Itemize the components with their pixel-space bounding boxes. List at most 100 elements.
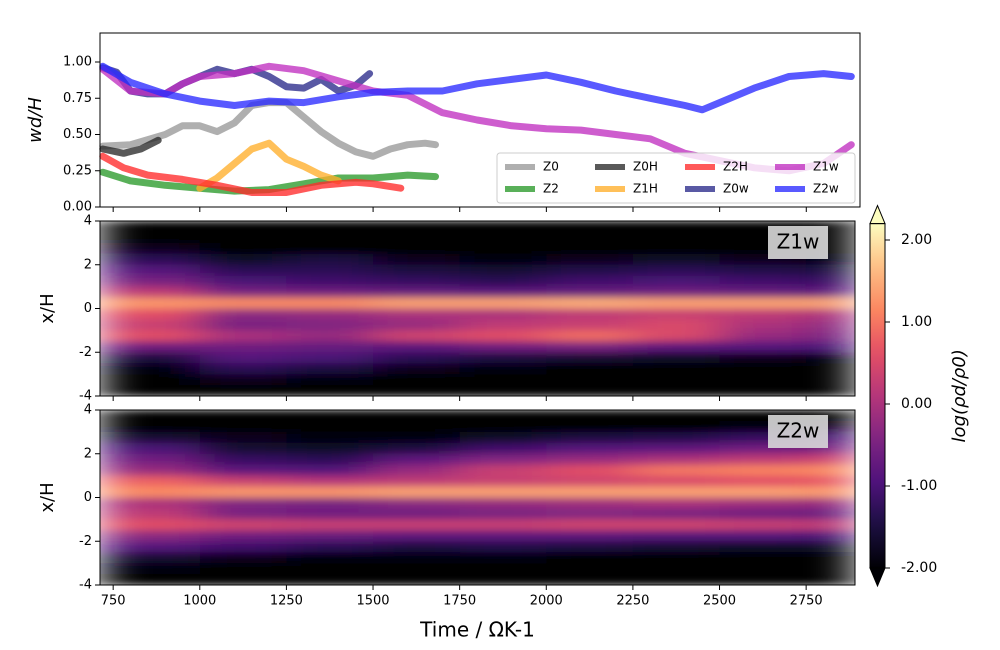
data-line (99, 99, 439, 160)
data-line (196, 139, 342, 192)
annotation-box (768, 415, 828, 448)
heatmap-cell (199, 242, 287, 255)
heatmap-cell (632, 286, 721, 299)
heatmap-cell (459, 363, 547, 375)
heatmap-cell (806, 308, 855, 320)
axes-frame (99, 32, 861, 208)
heatmap-cell (286, 385, 374, 396)
x-tick-label: 1250 (270, 594, 303, 609)
heatmap-cell (199, 264, 287, 277)
heatmap-cell (546, 352, 634, 364)
heatmap-cell (100, 563, 201, 575)
y-tick-label: 0.25 (63, 163, 92, 178)
heatmap-cell (373, 420, 461, 433)
heatmap-cell (632, 442, 721, 455)
heatmap-cell (286, 231, 374, 244)
heatmap-cell (632, 497, 721, 509)
heatmap-cell (546, 297, 634, 309)
heatmap-cell (546, 275, 634, 288)
x-tick-label: 1500 (356, 594, 389, 609)
heatmap-cell (100, 508, 201, 520)
heatmap-cell (373, 330, 461, 342)
y-tick-label: 2 (84, 257, 92, 272)
heatmap-cell (100, 486, 201, 498)
heatmap-cell (100, 297, 201, 309)
heatmap-cell (632, 530, 721, 542)
heatmap-cell (199, 286, 287, 299)
heatmap-cell (546, 552, 634, 564)
heatmap-cell (286, 475, 374, 488)
heatmap-cell (373, 453, 461, 466)
heatmap-cell (199, 497, 287, 509)
y-tick-label: -4 (79, 389, 92, 404)
heatmap-cell (546, 530, 634, 542)
heatmap-cell (199, 341, 287, 353)
heatmap-cell (719, 308, 807, 320)
heatmap-cell (546, 330, 634, 342)
heatmap-cell (546, 231, 634, 244)
heatmap-blur (100, 410, 855, 585)
heatmap-cell (100, 352, 201, 364)
heatmap-cell (100, 453, 201, 466)
heatmap-cell (719, 341, 807, 353)
heatmap-cell (199, 574, 287, 585)
heatmap-cell (459, 475, 547, 488)
heatmap-cell (286, 253, 374, 266)
heatmap-cell (459, 221, 547, 233)
heatmap-cell (719, 519, 807, 531)
heatmap-cell (546, 253, 634, 266)
colorbar-tick-label: 2.00 (901, 232, 932, 248)
heatmap-cell (459, 497, 547, 509)
heatmap-cell (100, 253, 201, 266)
x-tick-label: 750 (101, 594, 126, 609)
y-tick-label: 1.00 (63, 55, 92, 70)
heatmap-cell (199, 530, 287, 542)
heatmap-cell (546, 264, 634, 277)
heatmap-cell (373, 374, 461, 386)
heatmap-cell (199, 385, 287, 396)
y-tick-label: -4 (79, 578, 92, 593)
colorbar-extend-bottom (869, 567, 886, 588)
heatmap-cell (459, 541, 547, 553)
heatmap-cell (546, 475, 634, 488)
heatmap-cell (806, 486, 855, 498)
heatmap-cell (100, 363, 201, 375)
heatmap-cell (546, 286, 634, 299)
heatmap-cell (806, 242, 855, 255)
heatmap-cell (100, 519, 201, 531)
heatmap-cell (459, 330, 547, 342)
heatmap-cell (719, 275, 807, 288)
heatmap-cell (199, 352, 287, 364)
x-tick-label: 2500 (703, 594, 736, 609)
heatmap-cell (100, 231, 201, 244)
heatmap-cell (719, 431, 807, 444)
heatmap-cell (806, 319, 855, 331)
heatmap-cell (806, 374, 855, 386)
heatmap-cell (286, 363, 374, 375)
heatmap-cell (100, 308, 201, 320)
heatmap-cell (459, 275, 547, 288)
colorbar (870, 223, 885, 568)
heatmap-cell (806, 286, 855, 299)
heatmap-cell (632, 574, 721, 585)
heatmap-cell (459, 453, 547, 466)
heatmap-cell (806, 363, 855, 375)
heatmap-cell (100, 442, 201, 455)
heatmap-cell (373, 363, 461, 375)
heatmap-cell (373, 275, 461, 288)
heatmap-cell (286, 453, 374, 466)
heatmap-cell (719, 374, 807, 386)
heatmap-cell (373, 530, 461, 542)
heatmap-cell (373, 574, 461, 585)
heatmap-cell (100, 330, 201, 342)
heatmap-cell (546, 541, 634, 553)
y-tick-label: 0.00 (63, 200, 92, 215)
heatmap-cell (286, 286, 374, 299)
heatmap-cell (286, 519, 374, 531)
heatmap-cell (632, 275, 721, 288)
heatmap-cell (199, 275, 287, 288)
heatmap-cell (806, 475, 855, 488)
heatmap-cell (100, 541, 201, 553)
heatmap-cell (806, 231, 855, 244)
heatmap-cell (373, 442, 461, 455)
